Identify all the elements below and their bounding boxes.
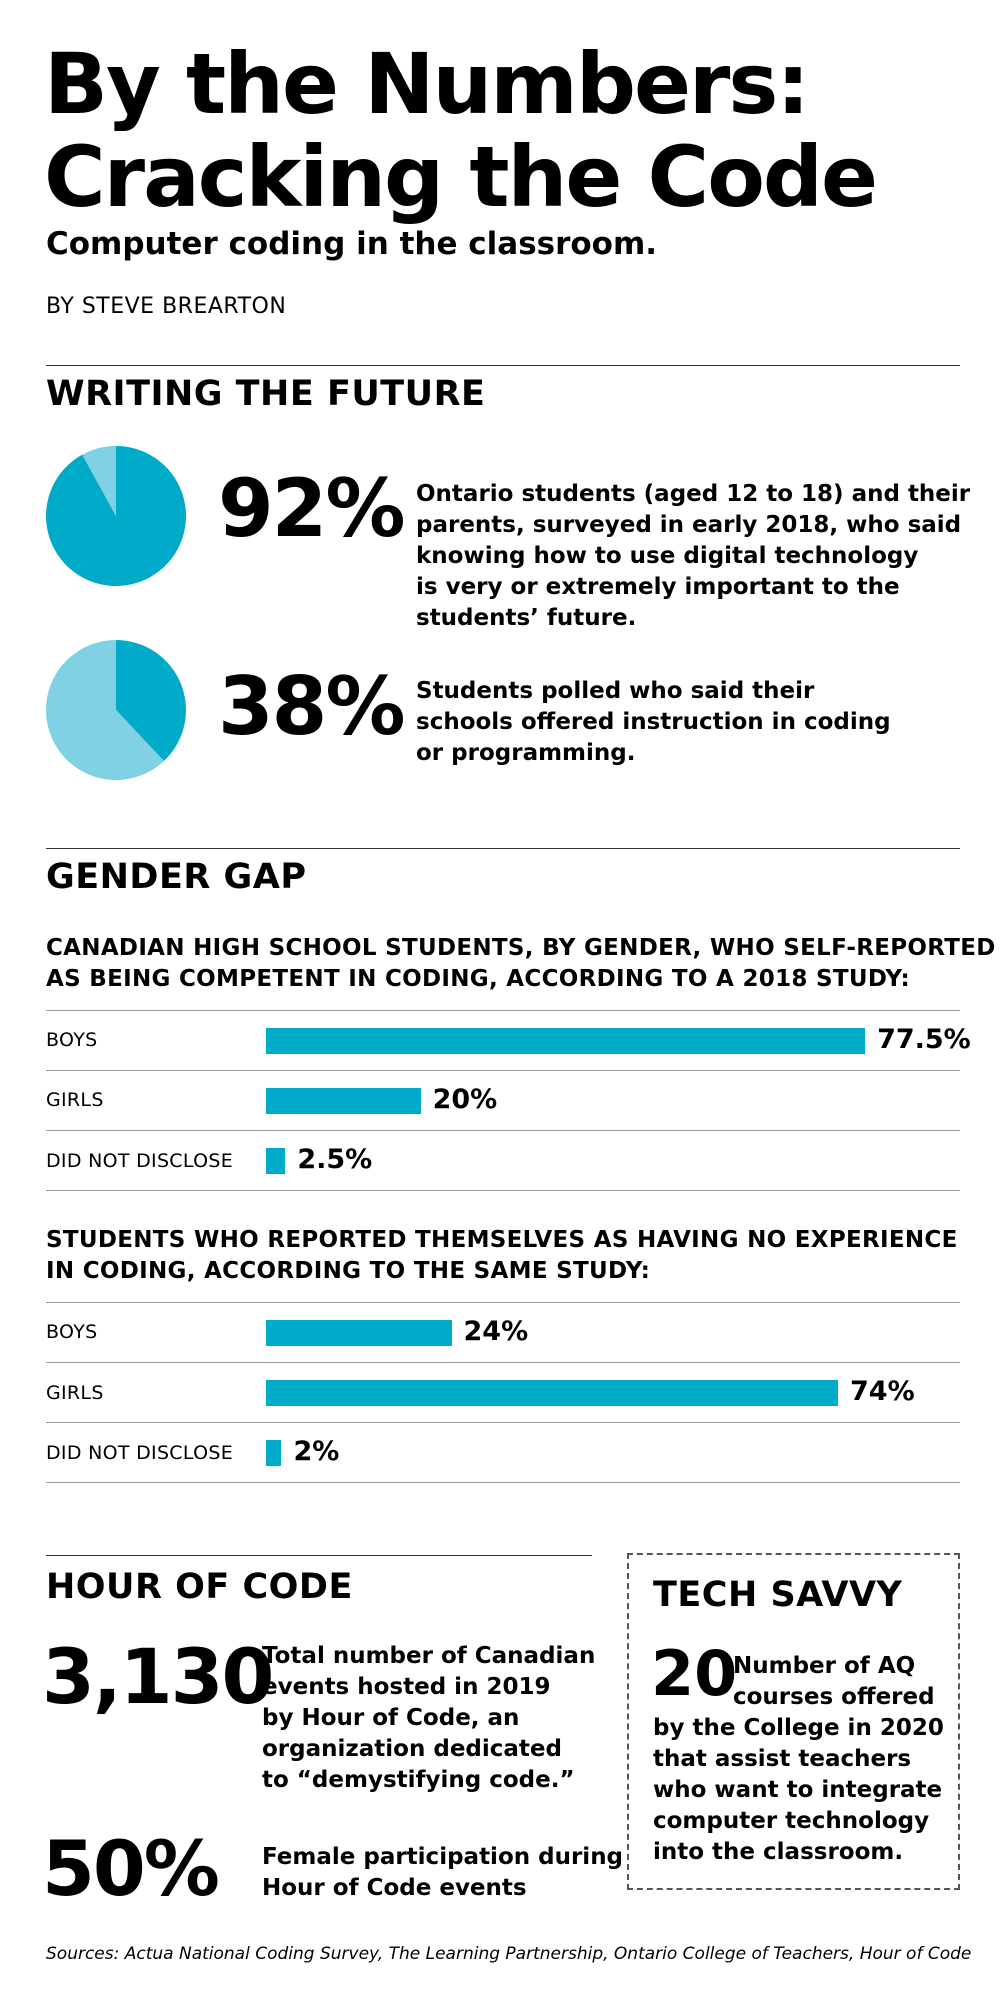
chart-caption-competent: CANADIAN HIGH SCHOOL STUDENTS, BY GENDER…: [46, 933, 996, 995]
bar-category-label: GIRLS: [46, 1382, 104, 1404]
pie-92-slice-1: [82, 446, 116, 516]
bar-competent-girls: [266, 1088, 421, 1114]
tech-description: by the College in 2020 that assist teach…: [653, 1713, 944, 1868]
row-divider: [46, 1010, 960, 1011]
caption-line: STUDENTS WHO REPORTED THEMSELVES AS HAVI…: [46, 1227, 958, 1253]
bar-category-label: GIRLS: [46, 1089, 104, 1111]
stat-description-38: Students polled who said their schools o…: [416, 676, 891, 769]
stat-percent-92: 92%: [218, 462, 405, 555]
desc-line: Hour of Code events: [262, 1875, 527, 1901]
pie-38-slice-0: [116, 640, 186, 762]
bar-value-label: 20%: [432, 1084, 498, 1115]
bar-competent-boys: [266, 1028, 866, 1054]
title-line-2: Cracking the Code: [44, 128, 878, 226]
bar-category-label: DID NOT DISCLOSE: [46, 1442, 234, 1464]
desc-line: Ontario students (aged 12 to 18) and the…: [416, 481, 971, 507]
subtitle: Computer coding in the classroom.: [46, 226, 658, 262]
desc-line: by the College in 2020: [653, 1715, 944, 1741]
desc-line: computer technology: [653, 1808, 930, 1834]
bar-competent-undisclosed: [266, 1148, 286, 1174]
desc-line: Number of AQ: [733, 1653, 916, 1679]
bar-value-label: 74%: [850, 1376, 915, 1407]
stat-description-female: Female participation during Hour of Code…: [262, 1842, 623, 1904]
desc-line: into the classroom.: [653, 1839, 904, 1865]
desc-line: organization dedicated: [262, 1736, 562, 1762]
bar-noexp-undisclosed: [266, 1440, 282, 1466]
chart-caption-no-experience: STUDENTS WHO REPORTED THEMSELVES AS HAVI…: [46, 1225, 958, 1287]
row-divider: [46, 1190, 960, 1191]
stat-description-92: Ontario students (aged 12 to 18) and the…: [416, 479, 970, 634]
bar-value-label: 77.5%: [877, 1024, 971, 1055]
row-divider: [46, 1130, 960, 1131]
desc-line: students’ future.: [416, 605, 637, 631]
row-divider: [46, 1362, 960, 1363]
stat-number-female: 50%: [42, 1824, 220, 1913]
desc-line: by Hour of Code, an: [262, 1705, 520, 1731]
bar-category-label: DID NOT DISCLOSE: [46, 1150, 234, 1172]
bar-category-label: BOYS: [46, 1029, 98, 1051]
desc-line: knowing how to use digital technology: [416, 543, 919, 569]
tech-savvy-box: TECH SAVVY 20 Number of AQ courses offer…: [627, 1553, 960, 1890]
row-divider: [46, 1482, 960, 1483]
caption-line: AS BEING COMPETENT IN CODING, ACCORDING …: [46, 966, 910, 992]
section-heading-hour: HOUR OF CODE: [46, 1567, 353, 1607]
row-divider: [46, 1422, 960, 1423]
byline: BY STEVE BREARTON: [46, 294, 287, 319]
bar-category-label: BOYS: [46, 1321, 98, 1343]
desc-line: courses offered: [733, 1684, 935, 1710]
title-line-1: By the Numbers:: [44, 35, 810, 133]
pie-92-slice-0: [46, 446, 186, 586]
bar-value-label: 2%: [293, 1436, 340, 1467]
tech-number: 20: [651, 1637, 738, 1710]
page-title: By the Numbers: Cracking the Code: [44, 35, 878, 226]
pie-chart-92: [46, 446, 186, 586]
desc-line: Female participation during: [262, 1844, 624, 1870]
section-heading-writing: WRITING THE FUTURE: [46, 374, 486, 414]
sources-footnote: Sources: Actua National Coding Survey, T…: [46, 1944, 972, 1964]
desc-line: or programming.: [416, 740, 636, 766]
pie-38-slice-1: [46, 640, 164, 780]
stat-percent-38: 38%: [218, 660, 405, 753]
desc-line: events hosted in 2019: [262, 1674, 551, 1700]
tech-description-top: Number of AQ courses offered: [733, 1651, 935, 1713]
caption-line: CANADIAN HIGH SCHOOL STUDENTS, BY GENDER…: [46, 935, 996, 961]
row-divider: [46, 1070, 960, 1071]
row-divider: [46, 1302, 960, 1303]
desc-line: that assist teachers: [653, 1746, 912, 1772]
desc-line: to “demystifying code.”: [262, 1767, 575, 1793]
desc-line: Total number of Canadian: [262, 1643, 596, 1669]
bar-value-label: 2.5%: [297, 1144, 373, 1175]
divider: [46, 365, 960, 366]
pie-chart-38: [46, 640, 186, 780]
desc-line: who want to integrate: [653, 1777, 943, 1803]
desc-line: parents, surveyed in early 2018, who sai…: [416, 512, 962, 538]
bar-value-label: 24%: [463, 1316, 529, 1347]
desc-line: Students polled who said their: [416, 678, 815, 704]
stat-number-events: 3,130: [42, 1632, 274, 1721]
bar-noexp-girls: [266, 1380, 839, 1406]
caption-line: IN CODING, ACCORDING TO THE SAME STUDY:: [46, 1258, 651, 1284]
bar-noexp-boys: [266, 1320, 452, 1346]
stat-description-events: Total number of Canadian events hosted i…: [262, 1641, 595, 1796]
divider: [46, 1555, 592, 1556]
section-heading-gender: GENDER GAP: [46, 857, 307, 897]
divider: [46, 848, 960, 849]
section-heading-tech: TECH SAVVY: [653, 1575, 903, 1615]
desc-line: is very or extremely important to the: [416, 574, 900, 600]
desc-line: schools offered instruction in coding: [416, 709, 891, 735]
